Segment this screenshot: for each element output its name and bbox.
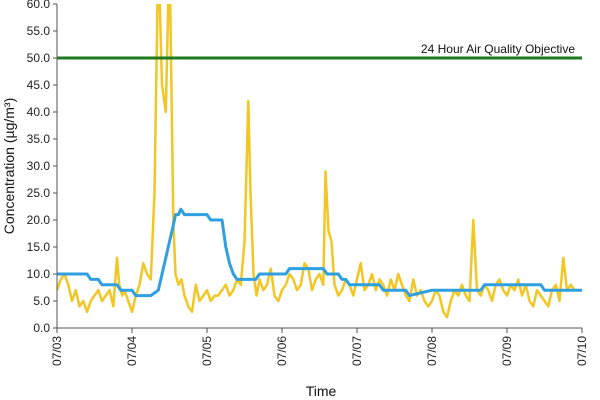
y-tick-label: 45.0 <box>27 78 51 92</box>
y-tick-label: 15.0 <box>27 240 51 254</box>
y-tick-label: 25.0 <box>27 186 51 200</box>
y-axis-title: Concentration (µg/m³) <box>1 98 17 234</box>
y-tick-label: 55.0 <box>27 24 51 38</box>
x-axis-title: Time <box>306 383 337 399</box>
ticks-layer: 0.0 5.0 10.0 15.0 20.0 25.0 30.0 35.0 40.0 45.0 50… <box>27 0 589 366</box>
x-tick-label: 07/06 <box>275 336 289 366</box>
x-tick-label: 07/09 <box>500 336 514 366</box>
y-tick-label: 35.0 <box>27 132 51 146</box>
x-tick-label: 07/07 <box>350 336 364 366</box>
y-tick-label: 30.0 <box>27 159 51 173</box>
y-tick-label: 0.0 <box>33 321 50 335</box>
series-line-24h-average <box>57 207 582 298</box>
x-tick-label: 07/10 <box>575 336 589 366</box>
y-tick-label: 50.0 <box>27 51 51 65</box>
x-tick-label: 07/05 <box>200 336 214 366</box>
plot-area <box>57 4 582 319</box>
axes-layer <box>53 3 583 333</box>
series-layer <box>57 4 582 319</box>
y-tick-label: 40.0 <box>27 105 51 119</box>
x-tick-label: 07/08 <box>425 336 439 366</box>
y-tick-label: 5.0 <box>33 294 50 308</box>
objective-label: 24 Hour Air Quality Objective <box>421 42 575 56</box>
series-line-hourly <box>57 4 582 319</box>
y-tick-label: 60.0 <box>27 0 51 11</box>
y-tick-label: 10.0 <box>27 267 51 281</box>
x-tick-label: 07/04 <box>125 336 139 366</box>
x-tick-label: 07/03 <box>50 336 64 366</box>
y-tick-label: 20.0 <box>27 213 51 227</box>
